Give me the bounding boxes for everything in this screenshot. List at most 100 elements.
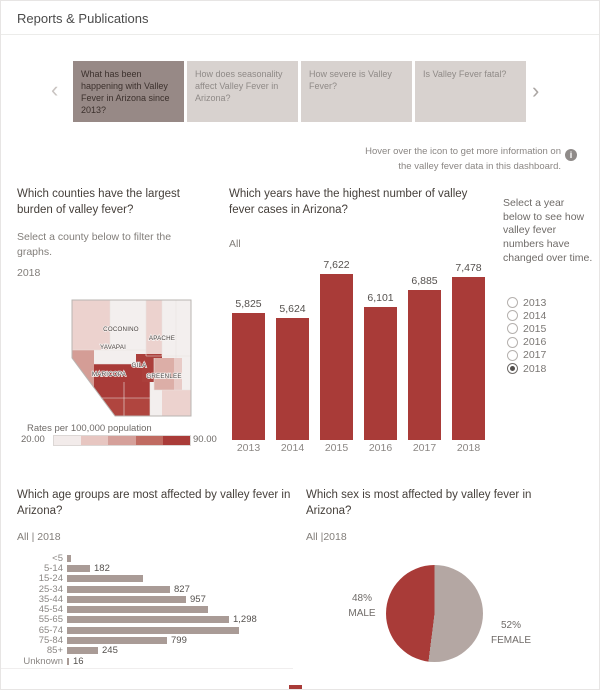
radio-button-icon[interactable] — [507, 323, 518, 335]
county-cochise[interactable] — [162, 390, 191, 416]
tab-2[interactable]: How severe is Valley Fever? — [301, 61, 412, 122]
year-axis-label: 2015 — [324, 442, 349, 454]
arizona-county-map[interactable]: COCONINO APACHE YAVAPAI GILA MARICOPA GR… — [58, 294, 204, 423]
legend-segment-3 — [135, 436, 163, 445]
legend-segment-1 — [81, 436, 109, 445]
age-bar[interactable] — [67, 606, 208, 614]
age-row-7584: 75-84 799 — [15, 635, 303, 647]
age-bar[interactable] — [67, 657, 69, 665]
legend-segment-2 — [108, 436, 136, 445]
tab-label: What has been happening with Valley Feve… — [81, 69, 170, 116]
age-bar[interactable] — [67, 595, 186, 603]
age-bar[interactable] — [67, 575, 143, 583]
year-selector-prompt: Select a year below to see how valley fe… — [503, 197, 593, 264]
county-label-greenlee: GREENLEE — [146, 373, 181, 380]
county-pinal[interactable] — [124, 382, 150, 402]
county-label-maricopa: MARICOPA — [92, 371, 127, 378]
age-row-4554: 45-54 — [15, 604, 303, 615]
sex-section-title: Which sex is most affected by valley fev… — [306, 489, 532, 517]
male-text: MALE — [348, 608, 376, 619]
age-bar[interactable] — [67, 564, 90, 572]
year-bar-2014[interactable] — [276, 318, 309, 440]
legend-segment-0 — [54, 436, 82, 445]
year-radio-2014[interactable]: 2014 — [507, 309, 546, 322]
age-bar[interactable] — [67, 554, 71, 562]
year-bar-value: 6,885 — [411, 275, 438, 287]
tab-0[interactable]: What has been happening with Valley Feve… — [73, 61, 184, 122]
age-axis-label: Unknown — [23, 655, 63, 667]
age-bar[interactable] — [67, 626, 239, 634]
radio-button-icon[interactable] — [507, 349, 518, 361]
year-radio-2016[interactable]: 2016 — [507, 336, 546, 349]
state-outline — [71, 299, 192, 417]
radio-label: 2013 — [523, 296, 547, 309]
age-bar-value: 957 — [190, 593, 206, 605]
county-graham[interactable] — [154, 358, 174, 390]
pie-label-male: 48% MALE — [339, 591, 385, 621]
radio-label: 2017 — [523, 349, 547, 362]
tab-3[interactable]: Is Valley Fever fatal? — [415, 61, 526, 122]
age-row-3544: 35-44 957 — [15, 593, 303, 605]
info-note-line2: the valley fever data in this dashboard. — [398, 160, 561, 172]
year-axis-label: 2017 — [412, 442, 437, 454]
county-pima[interactable] — [102, 398, 150, 416]
county-lapaz[interactable] — [72, 350, 94, 384]
age-bar[interactable] — [67, 616, 229, 624]
age-chart: <5 5-14 182 15-24 25-34 827 35-44 957 45-54 55-65… — [15, 552, 303, 667]
age-bar[interactable] — [67, 585, 170, 593]
county-navajo[interactable] — [146, 300, 162, 356]
years-section-title: Which years have the highest number of v… — [229, 188, 468, 216]
year-radio-2018[interactable]: 2018 — [507, 362, 546, 375]
cutoff-element-bottom — [289, 685, 302, 689]
radio-button-icon[interactable] — [507, 310, 518, 322]
radio-label: 2014 — [523, 309, 547, 322]
county-mohave[interactable] — [72, 300, 110, 350]
county-greenlee[interactable] — [174, 358, 182, 390]
info-note-line1: Hover over the icon to get more informat… — [365, 146, 561, 157]
age-bar[interactable] — [67, 647, 98, 655]
tab-1[interactable]: How does seasonality affect Valley Fever… — [187, 61, 298, 122]
year-radio-2015[interactable]: 2015 — [507, 322, 546, 335]
year-bar-2018[interactable] — [452, 277, 485, 440]
tabs-prev-arrow-icon[interactable]: ‹ — [51, 77, 59, 102]
year-radio-2017[interactable]: 2017 — [507, 349, 546, 362]
county-map-year-label: 2018 — [17, 267, 41, 279]
radio-button-icon[interactable] — [507, 297, 518, 309]
age-axis-label: 85+ — [46, 645, 63, 657]
tabs-next-arrow-icon[interactable]: › — [532, 78, 540, 103]
county-borders — [72, 300, 191, 416]
age-bar[interactable] — [67, 637, 167, 645]
county-shapes[interactable] — [58, 294, 204, 423]
age-axis-label: 25-34 — [38, 583, 63, 595]
page-title: Reports & Publications — [17, 11, 149, 26]
legend-segment-4 — [162, 436, 191, 445]
county-label-coconino: COCONINO — [103, 326, 139, 333]
year-bar-2017[interactable] — [408, 290, 441, 440]
radio-button-icon[interactable] — [507, 363, 518, 375]
age-section-divider — [1, 668, 293, 669]
year-axis-label: 2013 — [236, 442, 261, 454]
county-section-title: Which counties have the largest burden o… — [17, 188, 181, 216]
year-bar-2015[interactable] — [320, 274, 353, 440]
year-axis-label: 2016 — [368, 442, 393, 454]
year-bar-2016[interactable] — [364, 307, 397, 440]
sex-filter-label: All |2018 — [306, 531, 347, 543]
age-bar-value: 1,298 — [233, 614, 257, 626]
age-axis-label: 5-14 — [43, 562, 63, 574]
radio-label: 2016 — [523, 336, 547, 349]
year-bar-2013[interactable] — [232, 313, 265, 440]
map-legend-bar — [53, 435, 191, 446]
year-axis-label: 2018 — [456, 442, 481, 454]
year-bar-value: 5,624 — [279, 303, 306, 315]
sex-pie-chart[interactable] — [386, 565, 483, 662]
year-radio-2013[interactable]: 2013 — [507, 296, 546, 309]
age-axis-label: 55-65 — [38, 614, 63, 626]
info-icon[interactable]: i — [565, 149, 577, 161]
tab-label: How does seasonality affect Valley Fever… — [195, 69, 283, 104]
age-axis-label: <5 — [52, 552, 63, 564]
age-filter-label: All | 2018 — [17, 531, 61, 543]
header-divider — [1, 34, 599, 35]
radio-button-icon[interactable] — [507, 336, 518, 348]
age-axis-label: 75-84 — [38, 635, 63, 647]
